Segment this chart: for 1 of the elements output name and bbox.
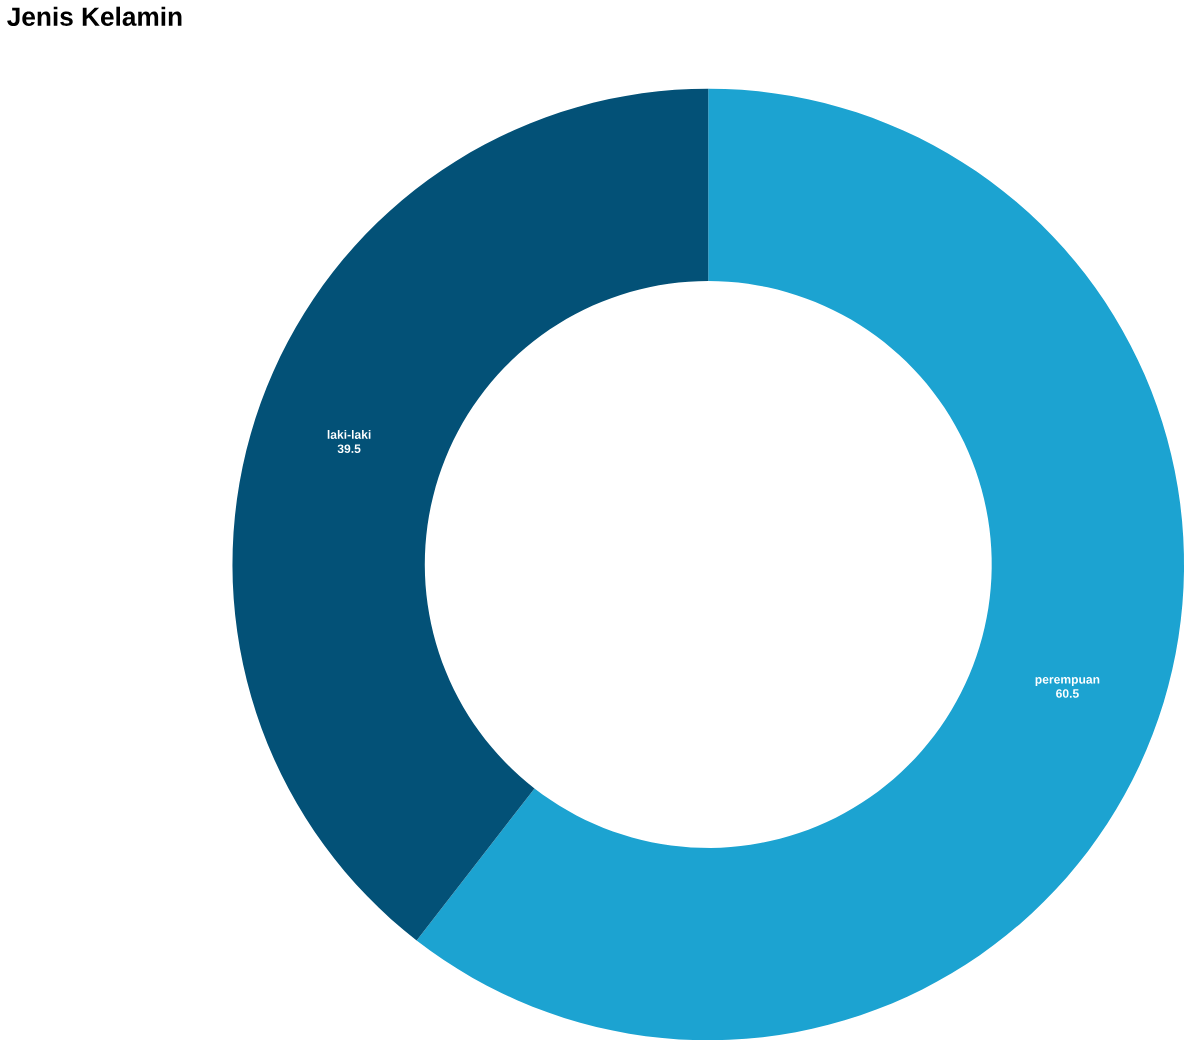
chart-title: Jenis Kelamin (7, 6, 182, 26)
